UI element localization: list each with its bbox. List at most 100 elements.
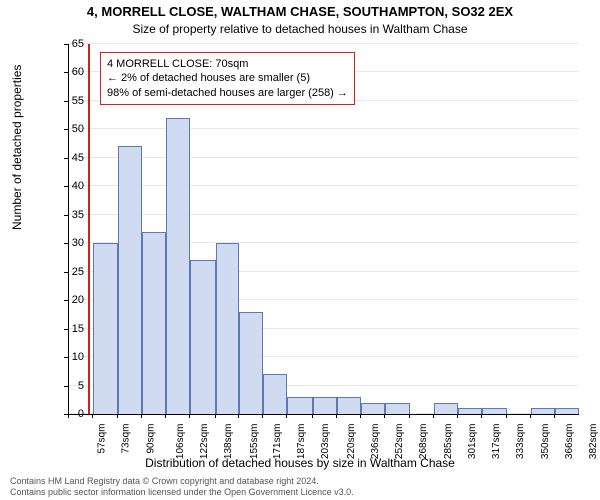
xtick-label: 236sqm <box>370 424 381 460</box>
ytick-mark <box>64 158 68 159</box>
xtick-label: 301sqm <box>467 424 478 460</box>
xtick-mark <box>141 414 142 418</box>
xtick-mark <box>433 414 434 418</box>
ytick-mark <box>64 386 68 387</box>
xtick-mark <box>530 414 531 418</box>
reference-line <box>88 44 90 414</box>
ytick-label: 30 <box>54 237 84 249</box>
xtick-mark <box>68 414 69 418</box>
footer-line1: Contains HM Land Registry data © Crown c… <box>10 476 354 487</box>
chart-title-line2: Size of property relative to detached ho… <box>0 22 600 36</box>
histogram-bar <box>313 397 337 414</box>
ytick-label: 5 <box>54 380 84 392</box>
xtick-mark <box>117 414 118 418</box>
xtick-label: 350sqm <box>540 424 551 460</box>
xtick-label: 366sqm <box>564 424 575 460</box>
histogram-bar <box>239 312 263 414</box>
xtick-mark <box>409 414 410 418</box>
chart-title-line1: 4, MORRELL CLOSE, WALTHAM CHASE, SOUTHAM… <box>0 4 600 19</box>
gridline <box>69 128 579 129</box>
histogram-bar <box>190 260 215 414</box>
xtick-label: 252sqm <box>394 424 405 460</box>
annotation-line2: ← 2% of detached houses are smaller (5) <box>107 71 348 85</box>
histogram-bar <box>482 408 507 414</box>
xtick-label: 57sqm <box>97 424 108 454</box>
ytick-mark <box>64 357 68 358</box>
xtick-mark <box>554 414 555 418</box>
histogram-bar <box>385 403 410 414</box>
ytick-mark <box>64 243 68 244</box>
xtick-mark <box>457 414 458 418</box>
ytick-label: 0 <box>54 408 84 420</box>
histogram-bar <box>263 374 287 414</box>
xtick-label: 220sqm <box>346 424 357 460</box>
ytick-mark <box>64 300 68 301</box>
histogram-bar <box>337 397 361 414</box>
ytick-label: 45 <box>54 152 84 164</box>
ytick-label: 40 <box>54 180 84 192</box>
histogram-bar <box>118 146 142 414</box>
ytick-label: 25 <box>54 266 84 278</box>
xtick-mark <box>189 414 190 418</box>
ytick-label: 20 <box>54 294 84 306</box>
histogram-bar <box>555 408 579 414</box>
xtick-mark <box>481 414 482 418</box>
footer: Contains HM Land Registry data © Crown c… <box>10 476 354 498</box>
xtick-label: 171sqm <box>273 424 284 460</box>
xtick-label: 90sqm <box>146 424 157 454</box>
histogram-bar <box>287 397 312 414</box>
ytick-label: 10 <box>54 351 84 363</box>
annotation-line3: 98% of semi-detached houses are larger (… <box>107 86 348 100</box>
histogram-bar <box>93 243 118 414</box>
xtick-mark <box>360 414 361 418</box>
chart-container: 4, MORRELL CLOSE, WALTHAM CHASE, SOUTHAM… <box>0 0 600 500</box>
gridline <box>69 185 579 186</box>
annotation-box: 4 MORRELL CLOSE: 70sqm ← 2% of detached … <box>100 52 355 105</box>
xtick-label: 122sqm <box>199 424 210 460</box>
ytick-mark <box>64 329 68 330</box>
xtick-label: 382sqm <box>588 424 599 460</box>
y-axis-label: Number of detached properties <box>10 65 24 230</box>
ytick-label: 50 <box>54 123 84 135</box>
xtick-label: 285sqm <box>443 424 454 460</box>
ytick-mark <box>64 272 68 273</box>
xtick-label: 73sqm <box>120 424 131 454</box>
histogram-bar <box>361 403 385 414</box>
xtick-mark <box>92 414 93 418</box>
gridline <box>69 43 579 44</box>
xtick-mark <box>336 414 337 418</box>
xtick-mark <box>215 414 216 418</box>
ytick-mark <box>64 72 68 73</box>
xtick-label: 317sqm <box>491 424 502 460</box>
gridline <box>69 157 579 158</box>
xtick-mark <box>165 414 166 418</box>
ytick-mark <box>64 186 68 187</box>
x-axis-label: Distribution of detached houses by size … <box>0 456 600 470</box>
xtick-mark <box>312 414 313 418</box>
histogram-bar <box>142 232 166 414</box>
ytick-label: 35 <box>54 209 84 221</box>
ytick-label: 65 <box>54 38 84 50</box>
xtick-mark <box>238 414 239 418</box>
xtick-label: 268sqm <box>418 424 429 460</box>
ytick-mark <box>64 44 68 45</box>
annotation-line1: 4 MORRELL CLOSE: 70sqm <box>107 57 348 71</box>
ytick-mark <box>64 215 68 216</box>
xtick-mark <box>384 414 385 418</box>
histogram-bar <box>216 243 240 414</box>
histogram-bar <box>434 403 458 414</box>
xtick-label: 155sqm <box>249 424 260 460</box>
xtick-label: 106sqm <box>175 424 186 460</box>
ytick-label: 15 <box>54 323 84 335</box>
gridline <box>69 214 579 215</box>
xtick-mark <box>262 414 263 418</box>
footer-line2: Contains public sector information licen… <box>10 487 354 498</box>
xtick-label: 203sqm <box>320 424 331 460</box>
ytick-mark <box>64 129 68 130</box>
xtick-label: 187sqm <box>297 424 308 460</box>
xtick-mark <box>506 414 507 418</box>
xtick-mark <box>286 414 287 418</box>
ytick-label: 60 <box>54 66 84 78</box>
ytick-label: 55 <box>54 95 84 107</box>
ytick-mark <box>64 101 68 102</box>
